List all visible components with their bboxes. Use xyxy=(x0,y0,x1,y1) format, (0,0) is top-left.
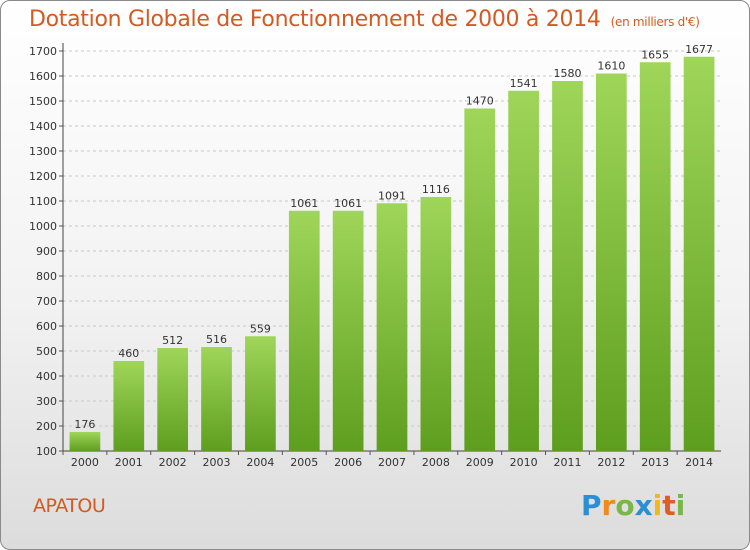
data-label-2009: 1470 xyxy=(466,95,494,108)
bar-2012 xyxy=(595,73,627,451)
y-tick-label: 1300 xyxy=(29,145,57,158)
x-tick-label: 2010 xyxy=(510,456,538,469)
bar-2000 xyxy=(69,432,101,451)
bar-2014 xyxy=(683,56,715,451)
y-tick-label: 1700 xyxy=(29,45,57,58)
x-tick-label: 2001 xyxy=(115,456,143,469)
y-tick-label: 700 xyxy=(36,295,57,308)
chart-title-text: Dotation Globale de Fonctionnement de 20… xyxy=(29,7,601,32)
bar-2003 xyxy=(201,347,232,451)
y-tick-label: 500 xyxy=(36,345,57,358)
bar-2005 xyxy=(288,210,320,451)
data-label-2007: 1091 xyxy=(378,189,406,202)
x-tick-label: 2007 xyxy=(378,456,406,469)
x-tick-label: 2000 xyxy=(71,456,99,469)
y-tick-label: 600 xyxy=(36,320,57,333)
data-label-2011: 1580 xyxy=(553,67,581,80)
data-label-2003: 516 xyxy=(206,333,227,346)
chart-title: Dotation Globale de Fonctionnement de 20… xyxy=(29,7,700,32)
bar-2008 xyxy=(420,197,452,451)
bar-2009 xyxy=(464,108,496,451)
data-labels: 176 460 512 516 559 1061 1061 1091 1116 1470 1541 1… xyxy=(74,43,713,431)
bar-2002 xyxy=(157,348,189,451)
bar-2011 xyxy=(552,81,583,451)
chart-subtitle: (en milliers d'€) xyxy=(610,15,700,29)
y-tick-label: 800 xyxy=(36,270,57,283)
y-tick-label: 1000 xyxy=(29,220,57,233)
y-tick-label: 1200 xyxy=(29,170,57,183)
data-label-2005: 1061 xyxy=(290,197,318,210)
data-label-2000: 176 xyxy=(74,418,95,431)
x-tick-label: 2012 xyxy=(597,456,625,469)
x-tick-label: 2014 xyxy=(685,456,713,469)
y-tick-label: 1100 xyxy=(29,195,57,208)
x-tick-label: 2004 xyxy=(246,456,274,469)
bar-2006 xyxy=(332,210,364,451)
y-tick-label: 300 xyxy=(36,395,57,408)
y-tick-label: 200 xyxy=(36,420,57,433)
bar-2004 xyxy=(245,336,276,451)
y-tick-label: 1500 xyxy=(29,95,57,108)
data-label-2002: 512 xyxy=(162,334,183,347)
commune-name: APATOU xyxy=(33,495,106,517)
bar-2010 xyxy=(508,90,539,451)
y-tick-label: 100 xyxy=(36,445,57,458)
x-tick-label: 2008 xyxy=(422,456,450,469)
x-tick-label: 2006 xyxy=(334,456,362,469)
data-label-2006: 1061 xyxy=(334,197,362,210)
bar-2013 xyxy=(639,62,671,451)
bar-2001 xyxy=(113,361,145,451)
x-tick-label: 2009 xyxy=(466,456,494,469)
bar-2007 xyxy=(376,203,408,451)
data-label-2010: 1541 xyxy=(510,77,538,90)
bars xyxy=(69,56,715,451)
axes: 100 200 300 400 500 600 700 800 900 1000 1100 1200 1… xyxy=(29,43,721,469)
y-tick-label: 900 xyxy=(36,245,57,258)
data-label-2012: 1610 xyxy=(597,60,625,73)
data-label-2004: 559 xyxy=(250,322,271,335)
y-tick-label: 400 xyxy=(36,370,57,383)
data-label-2008: 1116 xyxy=(422,183,450,196)
x-tick-label: 2003 xyxy=(203,456,231,469)
x-tick-label: 2013 xyxy=(641,456,669,469)
data-label-2001: 460 xyxy=(118,347,139,360)
y-tick-label: 1600 xyxy=(29,70,57,83)
data-label-2013: 1655 xyxy=(641,48,669,61)
proxiti-logo: Proxiti xyxy=(581,489,686,522)
y-tick-label: 1400 xyxy=(29,120,57,133)
data-label-2014: 1677 xyxy=(685,43,713,56)
x-tick-label: 2011 xyxy=(553,456,581,469)
x-tick-label: 2002 xyxy=(159,456,187,469)
x-tick-label: 2005 xyxy=(290,456,318,469)
